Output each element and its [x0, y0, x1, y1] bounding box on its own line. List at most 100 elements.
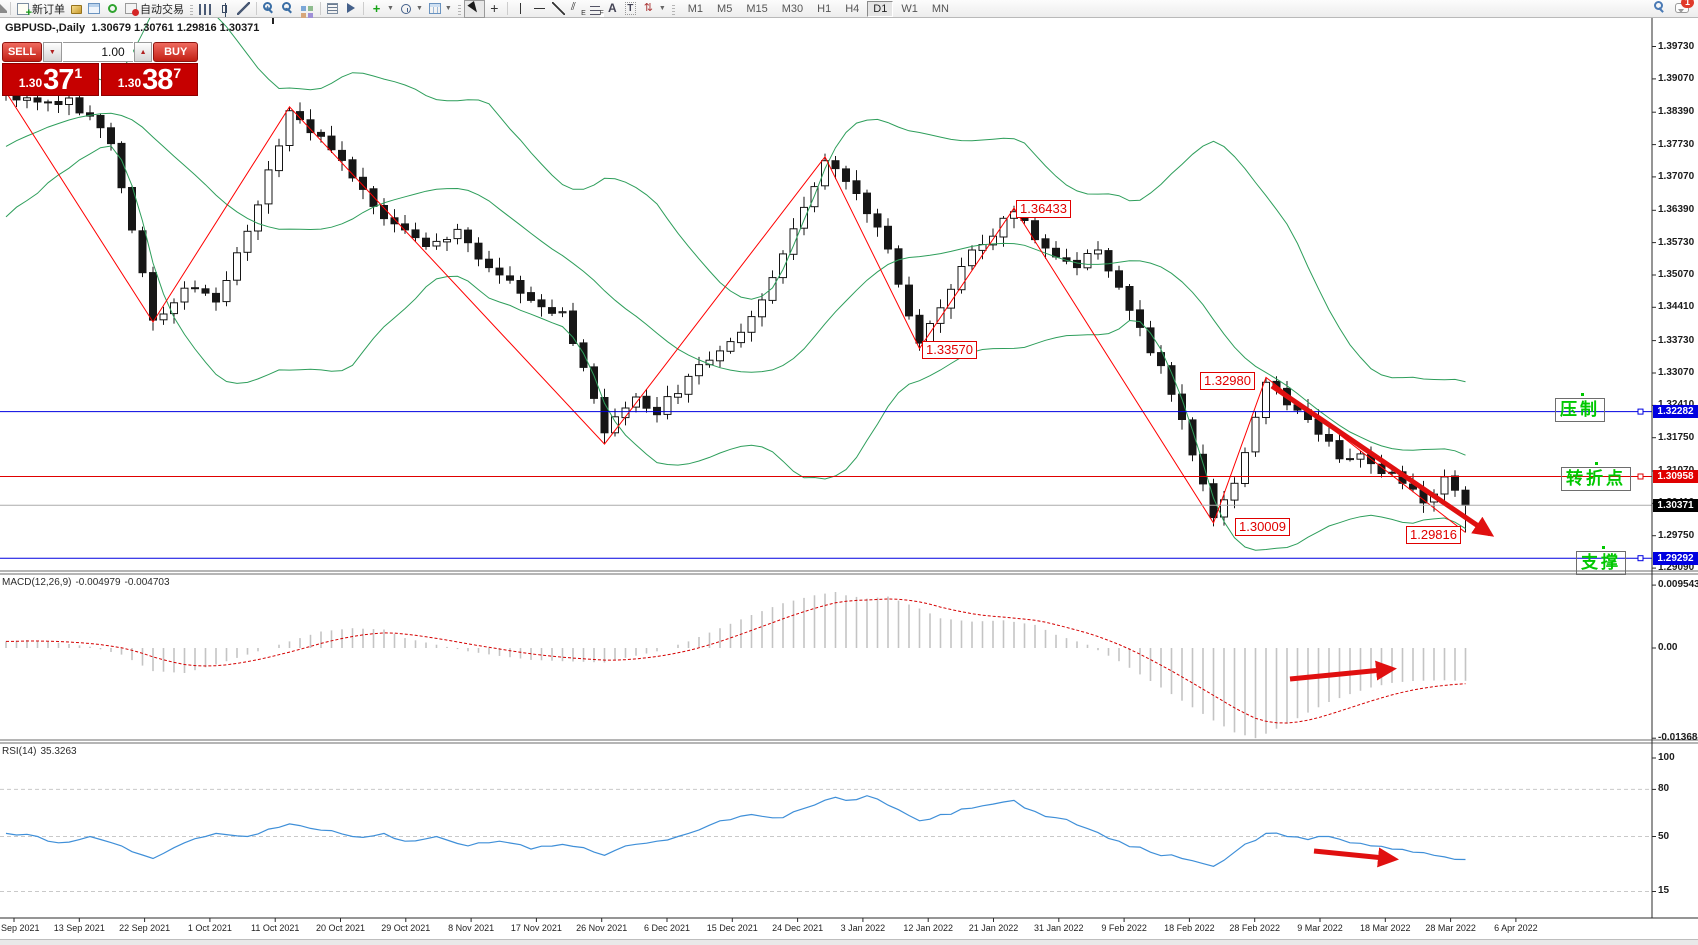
buy-button[interactable]: BUY: [153, 42, 199, 62]
navigator-button[interactable]: [341, 1, 360, 17]
text-tool-button[interactable]: A: [603, 1, 622, 17]
candle-body: [905, 284, 913, 317]
package-button[interactable]: [68, 1, 85, 17]
signal-button[interactable]: [103, 1, 122, 17]
date-label: 18 Mar 2022: [1360, 923, 1411, 933]
toolbar-drag-handle[interactable]: [671, 2, 675, 15]
macd-signal-line: [5, 598, 1466, 724]
buy-price-prefix: 1.30: [117, 76, 142, 90]
macd-header: MACD(12,26,9) -0.004979 -0.004703: [2, 577, 170, 588]
volume-increase-button[interactable]: ▲: [133, 42, 153, 62]
rsi-axis-tick: 100: [1658, 752, 1675, 763]
price-label-1.29816[interactable]: 1.29816: [1406, 526, 1461, 544]
bollinger-lo-line[interactable]: [5, 145, 1466, 551]
trend-arrow-annotation-macd[interactable]: [1289, 660, 1397, 682]
candle-body: [359, 176, 367, 190]
zigzag-line[interactable]: [5, 91, 1466, 533]
period-button[interactable]: ▼: [397, 1, 426, 17]
trend-arrow-annotation-main[interactable]: [1270, 383, 1495, 537]
equidistant-channel-tool-button[interactable]: [568, 1, 587, 17]
date-label: 12 Jan 2022: [903, 923, 953, 933]
timeframe-d1-button[interactable]: D1: [867, 0, 894, 17]
price-label-1.33570[interactable]: 1.33570: [922, 341, 977, 359]
crosshair-tool-button[interactable]: +: [485, 1, 504, 17]
price-label-1.36433[interactable]: 1.36433: [1016, 200, 1071, 218]
toolbar-right-group: 1: [1654, 0, 1694, 14]
candlestick-chart-button[interactable]: [215, 1, 234, 17]
template-button[interactable]: ▼: [426, 1, 455, 17]
trendline-tool-button[interactable]: [549, 1, 568, 17]
bar-chart-icon: [199, 3, 212, 15]
candle-body: [1125, 286, 1134, 311]
candle-body: [527, 292, 535, 301]
annotation-转折点[interactable]: 转折点: [1561, 467, 1631, 491]
annotation-压制[interactable]: 压制: [1555, 398, 1605, 422]
hline-handle[interactable]: [1637, 473, 1644, 480]
search-icon[interactable]: [1654, 1, 1663, 10]
zoom-out-button[interactable]: -: [279, 1, 298, 17]
text-label-tool-button[interactable]: T: [622, 1, 639, 17]
toolbar-drag-handle[interactable]: [190, 2, 193, 15]
timeframe-m30-button[interactable]: M30: [781, 2, 804, 15]
cursor-tool-button[interactable]: [463, 0, 485, 18]
tile-windows-button[interactable]: [298, 1, 317, 17]
bollinger-up-line[interactable]: [5, 0, 1466, 383]
price-label-1.32980[interactable]: 1.32980: [1200, 372, 1255, 390]
candle-body: [117, 142, 126, 189]
candle-body: [159, 313, 168, 321]
volume-input[interactable]: [62, 42, 133, 62]
date-label: 1 Oct 2021: [187, 923, 232, 933]
price-axis-tick: 1.29750: [1658, 529, 1695, 541]
arrows-icon: ⇅: [643, 2, 653, 14]
candle-body: [1346, 458, 1354, 461]
hline-handle[interactable]: [1637, 408, 1644, 415]
timeframe-w1-button[interactable]: W1: [901, 2, 918, 15]
chart-window-button[interactable]: [85, 1, 103, 17]
zoom-in-button[interactable]: +: [260, 1, 279, 17]
timeframe-m5-button[interactable]: M5: [717, 2, 733, 15]
trend-arrow-annotation-rsi[interactable]: [1313, 847, 1399, 868]
line-chart-button[interactable]: [234, 1, 253, 17]
add-indicator-button[interactable]: + ▼: [367, 1, 397, 17]
buy-price-pip: 7: [173, 65, 182, 81]
buy-price-box[interactable]: 1.30 38 7: [101, 63, 198, 96]
date-label: 13 Sep 2021: [53, 923, 105, 933]
chart-window-icon: [88, 3, 100, 14]
new-order-button[interactable]: 新订单: [14, 1, 68, 19]
notification-count-badge[interactable]: 1: [1681, 0, 1694, 8]
new-order-icon: [17, 2, 32, 19]
toolbar-drag-handle[interactable]: [457, 2, 461, 15]
fibonacci-tool-button[interactable]: [587, 1, 604, 17]
timeframe-m1-button[interactable]: M1: [687, 2, 704, 15]
cursor-icon: [467, 1, 483, 18]
hline-handle[interactable]: [1637, 555, 1644, 562]
vertical-line-tool-button[interactable]: [511, 1, 530, 17]
bollinger-mid-line[interactable]: [5, 112, 1466, 456]
data-window-button[interactable]: [324, 1, 341, 17]
price-label-1.30009[interactable]: 1.30009: [1235, 518, 1290, 536]
date-label: 9 Mar 2022: [1297, 923, 1343, 933]
candle-body: [1031, 220, 1039, 241]
candle-body: [873, 213, 882, 228]
sell-button[interactable]: SELL: [2, 42, 42, 62]
candle-body: [254, 204, 262, 232]
price-axis-tick: 1.32410: [1658, 399, 1694, 410]
candle-body: [264, 169, 273, 205]
chart-splitter-handle[interactable]: [272, 17, 274, 24]
price-axis-tick: 1.34410: [1658, 301, 1695, 313]
timeframe-h1-button[interactable]: H1: [817, 2, 832, 15]
annotation-支撑[interactable]: 支撑: [1576, 551, 1626, 575]
sell-price-box[interactable]: 1.30 37 1: [2, 63, 99, 96]
volume-decrease-button[interactable]: ▼: [43, 42, 62, 62]
timeframe-h4-button[interactable]: H4: [845, 2, 860, 15]
auto-trading-button[interactable]: 自动交易: [122, 1, 187, 17]
candle-body: [65, 97, 73, 105]
candle-body: [779, 253, 787, 279]
arrows-tool-button[interactable]: ⇅ ▼: [639, 1, 669, 17]
horizontal-line-tool-button[interactable]: [530, 1, 549, 17]
timeframe-m15-button[interactable]: M15: [746, 2, 768, 15]
bar-chart-button[interactable]: [196, 1, 215, 17]
candle-body: [1241, 452, 1249, 485]
timeframe-mn-button[interactable]: MN: [931, 2, 949, 15]
